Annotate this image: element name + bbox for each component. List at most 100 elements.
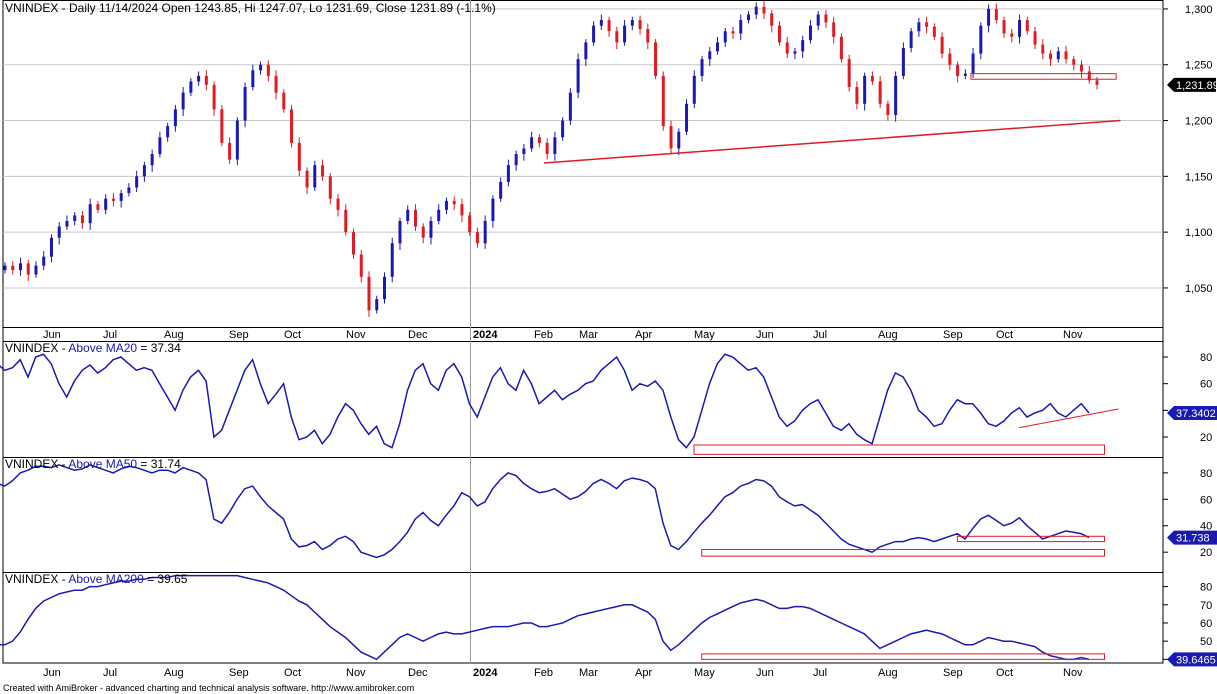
candle-body — [259, 64, 263, 71]
xtick-top: Sep — [229, 329, 249, 341]
indicator-tick-label: 40 — [1200, 521, 1212, 533]
candle-body — [173, 109, 177, 127]
candle-body — [235, 120, 239, 160]
xtick-bottom: Nov — [346, 667, 366, 679]
candle-body — [723, 31, 727, 43]
candle-body — [297, 142, 301, 171]
series-line-above-ma200 — [0, 574, 1090, 661]
candle-body — [266, 64, 270, 76]
xtick-top: Feb — [534, 329, 553, 341]
candle-body — [553, 137, 557, 155]
indicator-tick-label: 50 — [1200, 636, 1212, 648]
indicator-tick-label: 80 — [1200, 352, 1212, 364]
indicator-tick-label: 80 — [1200, 468, 1212, 480]
candle-body — [700, 59, 704, 76]
xtick-top: Aug — [878, 329, 898, 341]
candle-body — [382, 276, 386, 300]
indicator-tick-label: 20 — [1200, 432, 1212, 444]
candle-body — [1087, 71, 1091, 81]
ma20-title-prefix: VNINDEX - — [5, 341, 68, 355]
ma20-title-value: = 37.34 — [137, 341, 181, 355]
xtick-top: 2024 — [473, 329, 498, 341]
candle-body — [824, 14, 828, 23]
candle-body — [801, 40, 805, 52]
candle-body — [863, 75, 867, 104]
candle-body — [475, 232, 479, 244]
candle-body — [73, 215, 77, 221]
indicator-last-value: 37.3402 — [1167, 406, 1217, 420]
candle-body — [832, 22, 836, 37]
xtick-top: Oct — [284, 329, 301, 341]
candle-body — [328, 176, 332, 199]
indicator-last-value-text: 31.738 — [1176, 533, 1210, 545]
candle-body — [1025, 20, 1029, 32]
xtick-top: Jul — [813, 329, 827, 341]
xtick-bottom: Mar — [579, 667, 598, 679]
candle-body — [119, 193, 123, 201]
candle-body — [34, 265, 38, 275]
candle-body — [251, 70, 255, 88]
candle-body — [584, 42, 588, 60]
xtick-bottom: Aug — [164, 667, 184, 679]
indicator-box — [701, 549, 1105, 557]
candle-body — [948, 53, 952, 65]
indicator-box — [693, 444, 1105, 455]
candle-body — [1056, 51, 1060, 60]
ma20-title-indicator: Above MA20 — [68, 341, 137, 355]
xtick-top: Sep — [943, 329, 963, 341]
candle-body — [468, 215, 472, 233]
candle-body — [607, 20, 611, 32]
indicator-tick-label: 20 — [1200, 547, 1212, 559]
candle-body — [1041, 44, 1045, 54]
candle-body — [57, 226, 61, 238]
candle-body — [901, 47, 905, 76]
xtick-bottom: Sep — [943, 667, 963, 679]
indicator-tick-label: 60 — [1200, 379, 1212, 391]
indicator-tick-label: 80 — [1200, 582, 1212, 594]
ma50-title-prefix: VNINDEX - — [5, 457, 68, 471]
xtick-bottom: Feb — [534, 667, 553, 679]
candle-body — [429, 220, 433, 238]
candle-body — [630, 20, 634, 26]
series-line-above-ma20 — [0, 353, 1090, 449]
xtick-top: Nov — [1063, 329, 1083, 341]
candle-body — [646, 29, 650, 43]
candle-body — [65, 220, 69, 227]
candle-body — [932, 26, 936, 37]
candle-body — [1095, 80, 1099, 85]
candle-body — [274, 75, 278, 93]
candle-body — [243, 87, 247, 121]
candle-body — [623, 25, 627, 43]
xtick-bottom: Aug — [878, 667, 898, 679]
candle-body — [917, 22, 921, 32]
ma200-title-value: = 39.65 — [144, 572, 188, 586]
indicator-tick-label: 60 — [1200, 618, 1212, 630]
ma200-title-indicator: Above MA200 — [68, 572, 144, 586]
candle-body — [615, 31, 619, 43]
xtick-top: Mar — [579, 329, 598, 341]
xtick-bottom: Sep — [229, 667, 249, 679]
candle-body — [746, 14, 750, 21]
indicator-tick-label: 70 — [1200, 600, 1212, 612]
candle-body — [390, 243, 394, 277]
support-trendline — [543, 119, 1121, 164]
candle-body — [421, 226, 425, 238]
xtick-top: Jul — [103, 329, 117, 341]
candle-body — [452, 200, 456, 205]
candle-body — [181, 92, 185, 110]
price-tick-label: 1,250 — [1185, 60, 1213, 72]
candle-body — [483, 220, 487, 244]
candle-body — [886, 103, 890, 115]
price-tick-label: 1,150 — [1185, 171, 1213, 183]
candle-body — [909, 31, 913, 48]
candle-body — [336, 198, 340, 210]
candle-body — [104, 198, 108, 210]
xtick-top: Jun — [756, 329, 774, 341]
xtick-top: Oct — [996, 329, 1013, 341]
candle-body — [561, 120, 565, 138]
candle-body — [158, 137, 162, 155]
price-tick-label: 1,100 — [1185, 227, 1213, 239]
candle-body — [352, 232, 356, 255]
candle-body — [367, 276, 371, 311]
